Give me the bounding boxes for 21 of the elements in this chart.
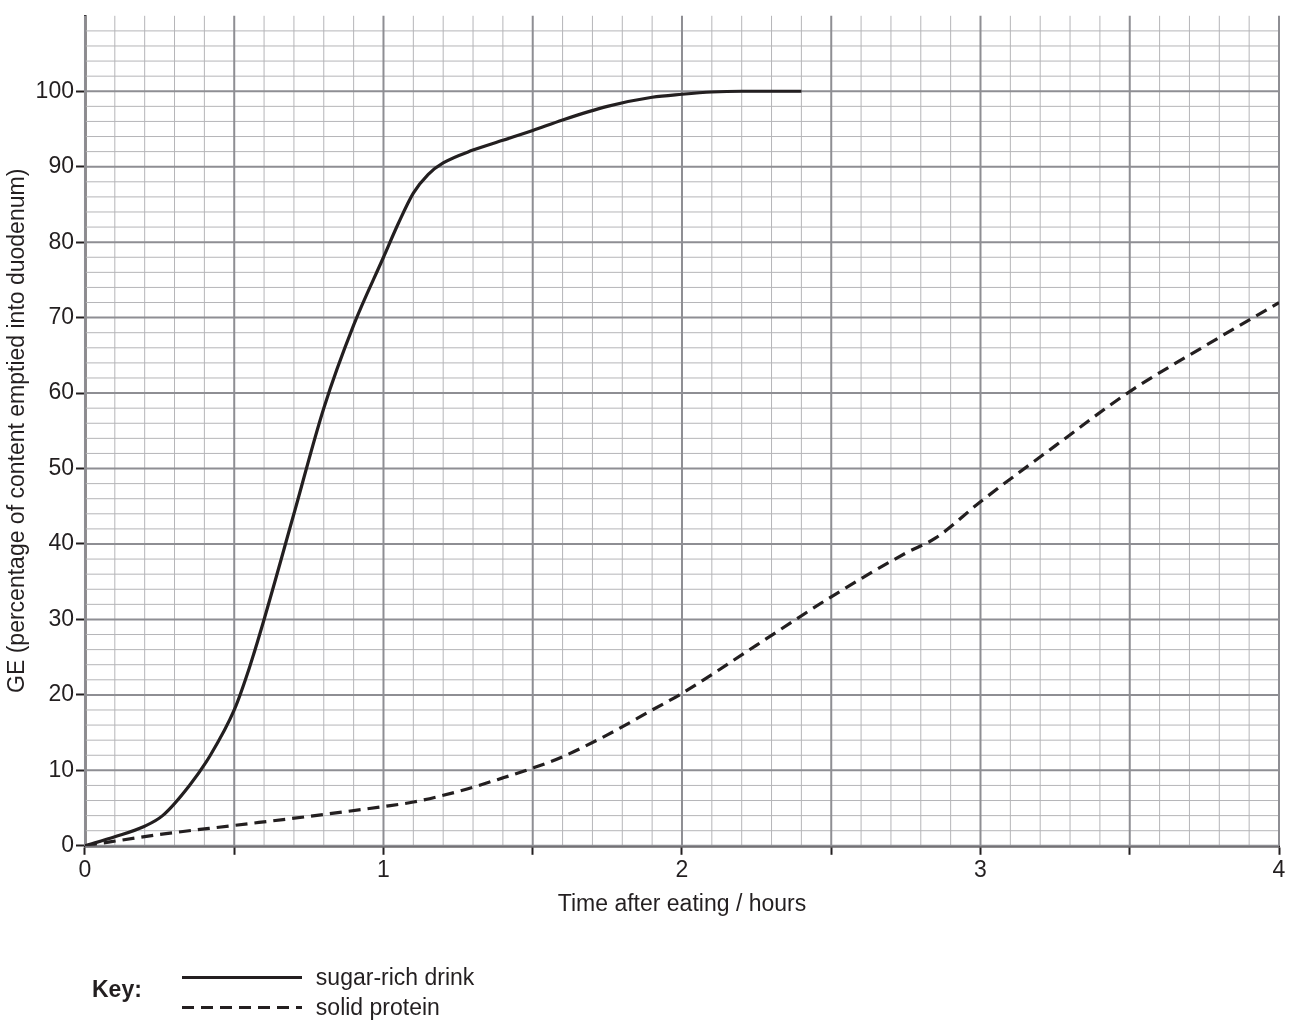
y-tick-label: 60 xyxy=(48,378,74,405)
x-tick-label: 1 xyxy=(377,855,390,882)
x-tick-label: 4 xyxy=(1272,855,1286,882)
legend-label: sugar-rich drink xyxy=(315,963,475,991)
legend-label: solid protein xyxy=(315,993,440,1021)
x-tick-label: 3 xyxy=(974,855,987,882)
y-tick-label: 40 xyxy=(48,529,74,556)
y-axis-title: GE (percentage of content emptied into duodenum) xyxy=(3,168,30,693)
y-tick-label: 10 xyxy=(48,755,74,782)
y-tick-label: 20 xyxy=(48,680,74,707)
y-tick-label: 50 xyxy=(48,453,74,480)
y-tick-label: 80 xyxy=(48,227,74,254)
y-tick-label: 0 xyxy=(61,831,74,858)
x-tick-label: 2 xyxy=(675,855,689,882)
x-tick-label: 0 xyxy=(78,855,92,882)
y-tick-label: 90 xyxy=(48,152,74,179)
y-tick-label: 70 xyxy=(48,302,74,329)
y-tick-label: 100 xyxy=(35,76,74,103)
x-axis-title: Time after eating / hours xyxy=(557,889,807,916)
legend-title: Key: xyxy=(92,976,142,1003)
y-tick-label: 30 xyxy=(48,604,74,631)
